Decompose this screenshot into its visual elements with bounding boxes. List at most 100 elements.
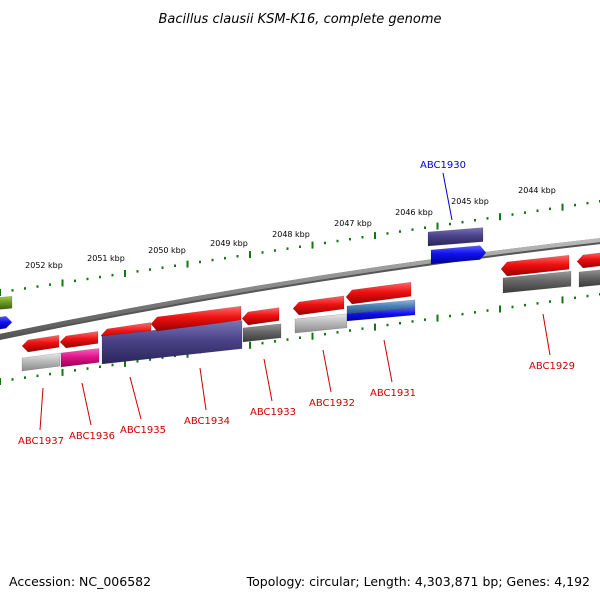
gene-feature-block — [576, 252, 600, 269]
outer-ruler-major-tick — [186, 260, 189, 268]
inner-ruler-minor-tick — [99, 365, 101, 368]
outer-ruler-minor-tick — [86, 277, 89, 281]
gene-label: ABC1936 — [69, 431, 115, 442]
outer-ruler-major-tick — [124, 270, 126, 277]
outer-ruler-minor-tick — [199, 260, 201, 264]
ruler-label: 2051 kbp — [87, 254, 125, 263]
gene-label: ABC1933 — [250, 407, 296, 418]
outer-ruler-minor-tick — [11, 289, 14, 292]
inner-ruler-minor-tick — [536, 302, 539, 305]
inner-ruler-minor-tick — [449, 314, 451, 318]
inner-ruler-major-tick — [249, 341, 251, 349]
inner-ruler-minor-tick — [511, 305, 514, 309]
inner-ruler-minor-tick — [136, 360, 139, 363]
ruler-label: 2049 kbp — [210, 239, 248, 248]
gene-labels: ABC1929 ABC1930 ABC1931 ABC1932 ABC1933 ABC19… — [18, 160, 575, 447]
outer-ruler-minor-tick — [149, 268, 151, 271]
gene-label: ABC1930 — [420, 160, 466, 171]
gene-feature-block — [60, 348, 100, 368]
gene-feature-block — [500, 254, 570, 277]
gene-feature-block — [346, 307, 416, 322]
ruler-label: 2044 kbp — [518, 186, 556, 195]
gene-label: ABC1929 — [529, 361, 575, 372]
outer-ruler-minor-tick — [361, 236, 364, 239]
outer-ruler-major-tick — [374, 232, 376, 240]
gene-feature-block — [242, 323, 282, 343]
inner-ruler-minor-tick — [486, 309, 489, 312]
label-leader-line — [442, 172, 453, 221]
inner-ruler-minor-tick — [474, 311, 476, 314]
outer-ruler-minor-tick — [24, 287, 26, 290]
outer-ruler-minor-tick — [411, 228, 414, 231]
label-leader-line — [383, 339, 393, 383]
outer-ruler-minor-tick — [574, 203, 576, 207]
outer-ruler-minor-tick — [349, 237, 351, 241]
gene-feature-block — [0, 295, 13, 310]
inner-ruler-major-tick — [61, 368, 64, 376]
inner-ruler-minor-tick — [424, 318, 426, 321]
gene-feature-block — [21, 352, 61, 372]
outer-ruler-major-tick — [0, 289, 1, 296]
label-leader-line — [263, 358, 273, 402]
outer-ruler-minor-tick — [74, 279, 76, 283]
outer-ruler-minor-tick — [136, 270, 139, 273]
gene-feature-block — [578, 269, 600, 288]
gene-feature-block — [292, 295, 345, 316]
inner-ruler-major-tick — [0, 378, 1, 385]
inner-ruler-minor-tick — [11, 378, 14, 381]
outer-ruler-minor-tick — [386, 232, 389, 235]
inner-ruler-major-tick — [499, 305, 501, 313]
gene-feature-block — [59, 331, 99, 349]
outer-ruler-minor-tick — [474, 219, 476, 222]
outer-ruler-minor-tick — [586, 201, 589, 205]
outer-ruler-minor-tick — [524, 211, 526, 214]
outer-ruler-minor-tick — [236, 255, 239, 258]
outer-ruler-minor-tick — [324, 241, 326, 245]
inner-ruler-minor-tick — [286, 338, 289, 341]
label-leader-line — [129, 376, 142, 420]
outer-ruler-minor-tick — [511, 213, 514, 216]
gene-label: ABC1935 — [120, 425, 166, 436]
outer-ruler-major-tick — [61, 279, 64, 287]
label-leader-line — [199, 367, 207, 411]
inner-ruler-major-tick — [311, 332, 314, 340]
outer-ruler-minor-tick — [299, 245, 301, 248]
outer-ruler-minor-tick — [174, 264, 176, 267]
ruler-label: 2047 kbp — [334, 219, 372, 228]
outer-ruler-minor-tick — [111, 273, 114, 277]
gene-feature-block — [502, 270, 572, 294]
inner-ruler-major-tick — [561, 296, 564, 304]
gene-feature-block — [0, 315, 13, 330]
inner-ruler-minor-tick — [161, 356, 164, 359]
inner-ruler-major-tick — [436, 314, 439, 322]
inner-ruler-minor-tick — [524, 303, 526, 307]
inner-ruler-minor-tick — [549, 300, 551, 303]
label-leader-line — [81, 382, 92, 426]
outer-ruler-minor-tick — [274, 249, 276, 252]
outer-ruler-major-tick — [311, 241, 314, 249]
inner-ruler-minor-tick — [49, 372, 51, 376]
outer-ruler-minor-tick — [399, 230, 401, 233]
inner-ruler-minor-tick — [111, 363, 114, 367]
map-title: Bacillus clausii KSM-K16, complete genom… — [158, 12, 441, 27]
outer-ruler-minor-tick — [211, 258, 214, 262]
inner-ruler-minor-tick — [461, 312, 464, 316]
accession-text: Accession: NC_006582 — [9, 574, 152, 589]
inner-ruler-major-tick — [124, 359, 126, 367]
inner-ruler-minor-tick — [349, 329, 351, 332]
label-leader-line — [39, 387, 44, 431]
outer-ruler-major-tick — [561, 203, 564, 211]
gene-feature-block — [21, 334, 60, 353]
label-leader-lines — [39, 172, 551, 431]
ruler-label: 2050 kbp — [148, 246, 186, 255]
genome-backbone — [0, 238, 600, 338]
inner-ruler-minor-tick — [574, 296, 576, 300]
gene-features — [0, 227, 600, 372]
label-leader-line — [322, 349, 332, 393]
outer-ruler-major-tick — [499, 213, 501, 221]
inner-ruler-minor-tick — [261, 341, 264, 345]
outer-ruler-minor-tick — [336, 239, 339, 243]
ruler-label: 2046 kbp — [395, 208, 433, 217]
outer-ruler-minor-tick — [99, 275, 101, 279]
gene-label: ABC1931 — [370, 388, 416, 399]
